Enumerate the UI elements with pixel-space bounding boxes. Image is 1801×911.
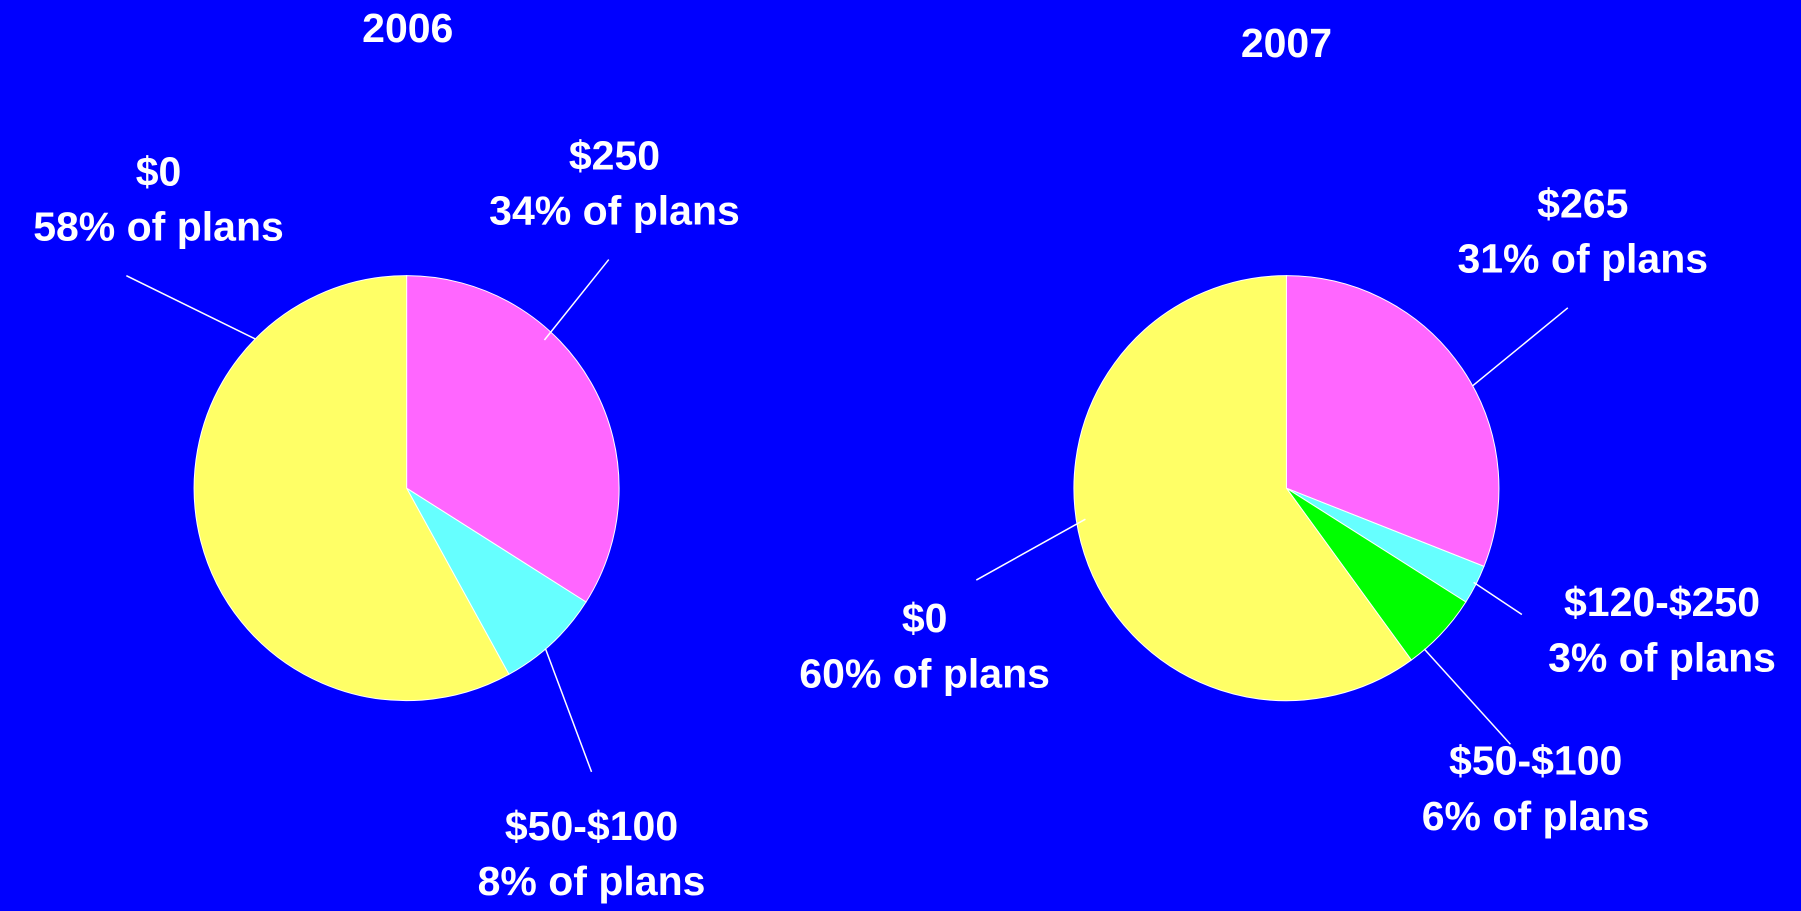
pie-slice bbox=[1285, 275, 1500, 568]
slice-category-label: $0 bbox=[136, 148, 182, 194]
leader-line bbox=[1472, 307, 1569, 387]
chart-title: 2006 bbox=[362, 5, 453, 51]
slice-category-label: $50-$100 bbox=[505, 803, 678, 849]
leader-line bbox=[543, 259, 610, 341]
slice-category-label: $0 bbox=[902, 595, 948, 641]
slice-value-label: 34% of plans bbox=[489, 187, 740, 233]
slice-value-label: 6% of plans bbox=[1422, 793, 1650, 839]
leader-line bbox=[975, 518, 1086, 581]
slice-value-label: 58% of plans bbox=[33, 204, 284, 250]
chart-title: 2007 bbox=[1241, 20, 1332, 66]
leader-line bbox=[126, 274, 256, 340]
leader-line bbox=[544, 648, 593, 773]
pie-slice bbox=[193, 275, 510, 702]
slice-category-label: $265 bbox=[1537, 181, 1628, 227]
leader-line bbox=[1473, 581, 1523, 616]
slice-category-label: $120-$250 bbox=[1564, 579, 1760, 625]
pie-slice bbox=[1073, 275, 1413, 702]
pie-slice bbox=[406, 275, 620, 603]
slice-category-label: $250 bbox=[569, 132, 660, 178]
leader-line bbox=[1423, 648, 1511, 745]
pie-slice bbox=[406, 487, 587, 676]
slice-value-label: 3% of plans bbox=[1548, 634, 1776, 680]
slice-value-label: 31% of plans bbox=[1457, 236, 1708, 282]
slice-value-label: 60% of plans bbox=[799, 650, 1050, 696]
slice-category-label: $50-$100 bbox=[1449, 738, 1622, 784]
slice-value-label: 8% of plans bbox=[478, 858, 706, 904]
